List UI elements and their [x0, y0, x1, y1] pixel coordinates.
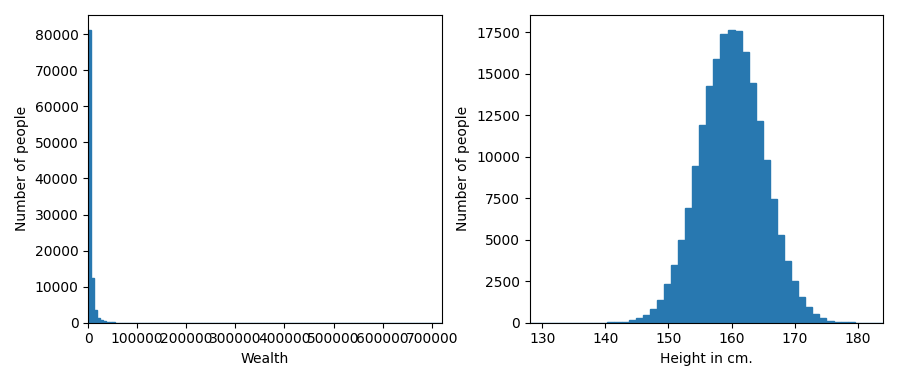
X-axis label: Wealth: Wealth — [241, 352, 289, 366]
Bar — [833, 322, 841, 323]
Bar — [727, 30, 735, 323]
Bar — [700, 125, 707, 323]
Y-axis label: Number of people: Number of people — [15, 106, 29, 231]
Bar — [806, 307, 813, 323]
Bar — [636, 319, 643, 323]
Bar — [742, 52, 749, 323]
Bar — [791, 281, 798, 323]
Bar — [106, 322, 109, 323]
Bar — [643, 315, 650, 323]
X-axis label: Height in cm.: Height in cm. — [660, 352, 753, 366]
Bar — [841, 322, 848, 323]
Bar — [664, 284, 671, 323]
Bar — [798, 297, 806, 323]
Bar — [784, 261, 791, 323]
Bar — [692, 166, 700, 323]
Bar — [94, 310, 97, 323]
Bar — [103, 322, 106, 323]
Bar — [763, 160, 770, 323]
Bar — [813, 314, 819, 323]
Bar — [650, 309, 656, 323]
Bar — [91, 278, 94, 323]
Bar — [629, 320, 636, 323]
Bar — [97, 318, 100, 323]
Bar — [685, 208, 692, 323]
Bar — [614, 322, 621, 323]
Bar — [713, 59, 720, 323]
Bar — [109, 322, 111, 323]
Bar — [621, 322, 629, 323]
Bar — [88, 30, 91, 323]
Bar — [678, 240, 685, 323]
Bar — [720, 34, 727, 323]
Bar — [707, 86, 713, 323]
Bar — [735, 31, 742, 323]
Y-axis label: Number of people: Number of people — [456, 106, 471, 231]
Bar — [656, 299, 664, 323]
Bar — [777, 235, 784, 323]
Bar — [671, 265, 678, 323]
Bar — [770, 199, 777, 323]
Bar — [819, 319, 826, 323]
Bar — [100, 320, 103, 323]
Bar — [756, 121, 763, 323]
Bar — [749, 83, 756, 323]
Bar — [826, 320, 833, 323]
